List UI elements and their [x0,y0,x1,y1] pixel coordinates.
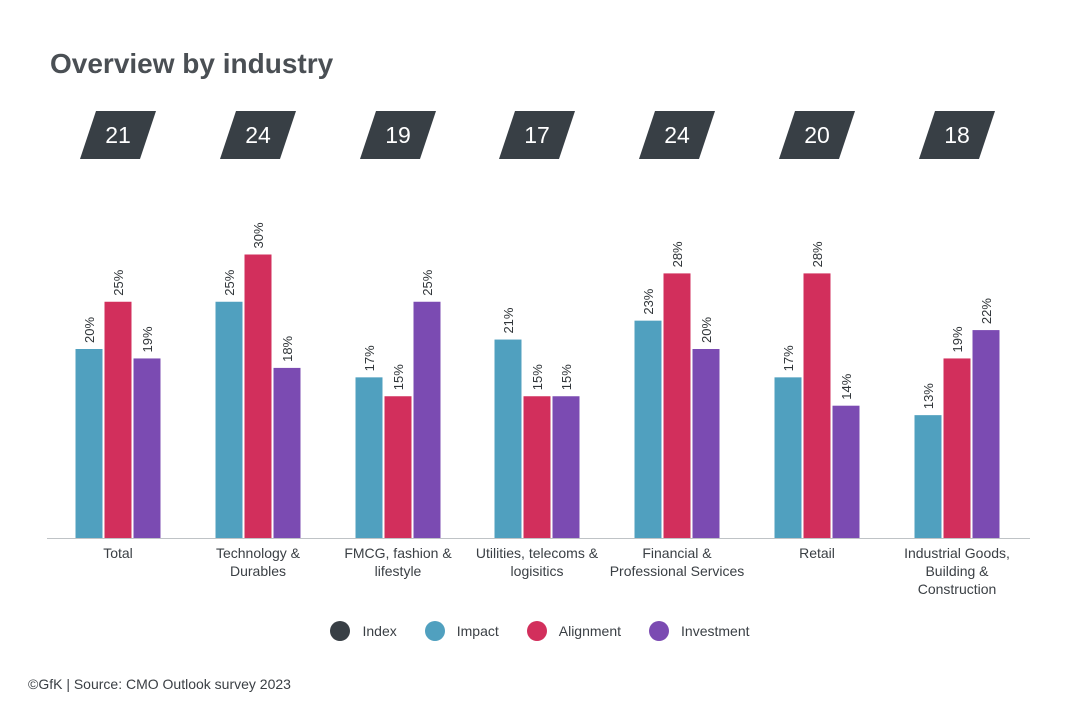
data-label: 13% [921,383,936,409]
index-badge-value: 20 [804,122,830,148]
index-badge-value: 18 [944,122,970,148]
index-badge [639,111,715,159]
data-label: 17% [781,345,796,371]
data-label: 20% [699,317,714,343]
data-label: 23% [641,288,656,314]
data-label: 25% [420,269,435,295]
data-label: 15% [530,364,545,390]
category-label: Utilities, telecoms & logisitics [476,545,599,579]
data-label: 28% [810,241,825,267]
source-note: ©GfK | Source: CMO Outlook survey 2023 [28,676,291,692]
data-label: 25% [111,269,126,295]
legend-swatch [330,621,351,641]
bar-impact [774,377,802,538]
legend-item-index: Index [330,621,397,641]
data-label: 20% [82,317,97,343]
index-badge [220,111,296,159]
chart-title: Overview by industry [50,48,334,79]
legend-label: Index [362,623,397,639]
data-label: 25% [222,269,237,295]
data-label: 15% [391,364,406,390]
index-badge [919,111,995,159]
category-label: Total [103,545,133,561]
bar-alignment [104,301,132,538]
category-label: Retail [799,545,835,561]
index-badge-value: 19 [385,122,411,148]
bar-alignment [384,396,412,538]
legend-label: Impact [456,623,499,639]
legend-label: Investment [681,623,750,639]
category-label: Industrial Goods, Building & Construction [904,545,1010,597]
data-label: 14% [839,373,854,399]
index-badge-value: 24 [664,122,690,148]
data-label: 30% [251,222,266,248]
bar-alignment [943,358,971,538]
index-badge-value: 24 [245,122,271,148]
index-badge [499,111,575,159]
bar-impact [215,301,243,538]
bar-impact [355,377,383,538]
bar-impact [634,320,662,538]
data-label: 17% [362,345,377,371]
category-label: Technology & Durables [216,545,301,579]
legend-swatch [526,621,547,641]
bar-impact [75,349,103,538]
index-badge-value: 17 [524,122,550,148]
legend-item-investment: Investment [649,621,750,641]
bar-impact [494,339,522,538]
legend-item-alignment: Alignment [526,621,622,641]
legend-item-impact: Impact [424,621,499,641]
bar-investment [552,396,580,538]
legend-swatch [649,621,670,641]
legend-label: Alignment [558,623,622,639]
bar-investment [832,405,860,538]
index-badge-value: 21 [105,122,131,148]
index-badge [779,111,855,159]
data-label: 19% [950,326,965,352]
data-label: 21% [501,307,516,333]
bar-investment [972,330,1000,538]
index-badge [80,111,156,159]
category-label: Financial & Professional Services [610,545,745,579]
bar-alignment [244,254,272,538]
legend-swatch [424,621,445,641]
data-label: 28% [670,241,685,267]
category-label: FMCG, fashion & lifestyle [344,545,452,579]
data-label: 22% [979,298,994,324]
bar-investment [692,349,720,538]
bar-impact [914,415,942,538]
data-label: 15% [559,364,574,390]
bar-investment [273,367,301,538]
index-badge [360,111,436,159]
legend: Index Impact Alignment Investment [0,621,1080,641]
bar-alignment [803,273,831,538]
bar-investment [133,358,161,538]
bar-alignment [663,273,691,538]
bar-alignment [523,396,551,538]
data-label: 19% [140,326,155,352]
bar-investment [413,301,441,538]
data-label: 18% [280,335,295,361]
